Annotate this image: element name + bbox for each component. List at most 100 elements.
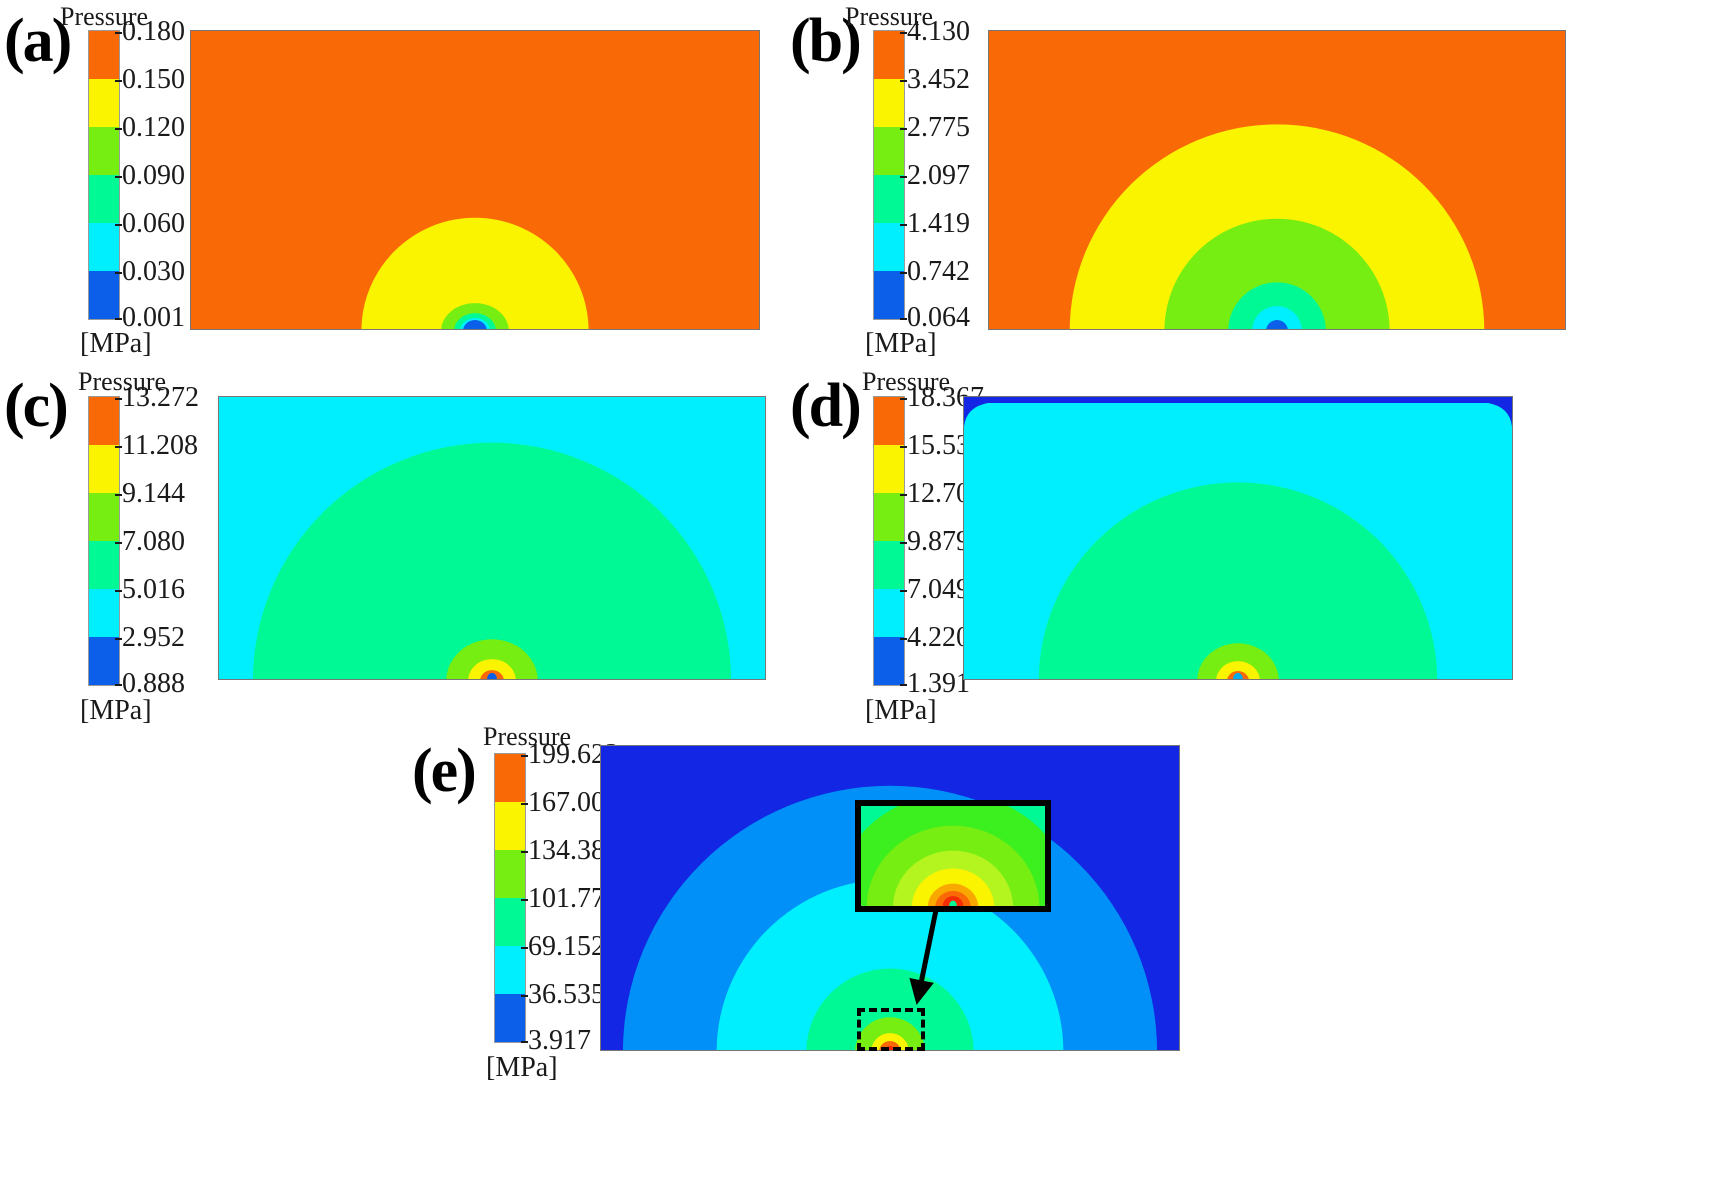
colorbar-tick: 4.220 <box>900 622 970 653</box>
panel-e-colorbar-unit: [MPa] <box>486 1052 558 1083</box>
colorbar-band-cyan <box>89 223 119 271</box>
colorbar-tick: 3.917 <box>521 1025 591 1056</box>
colorbar-band-yellow <box>874 445 904 493</box>
colorbar-band-yellow <box>89 445 119 493</box>
panel-b-contour-plot <box>988 30 1566 330</box>
colorbar-band-cyan <box>495 946 525 994</box>
contour-band-blue <box>1266 320 1288 329</box>
panel-e-letter: (e) <box>412 737 477 805</box>
contour-band-spring-green <box>252 442 732 679</box>
colorbar-band-blue <box>495 994 525 1042</box>
colorbar-tick: 7.049 <box>900 574 970 605</box>
contour-band-yellow <box>361 217 589 329</box>
colorbar-tick: 9.879 <box>900 526 970 557</box>
colorbar-tick: 9.144 <box>115 478 185 509</box>
panel-a-colorbar-title: Pressure <box>60 2 149 31</box>
contour-band-blue-core <box>487 673 497 679</box>
contour-band-cyan <box>1252 306 1302 329</box>
colorbar-tick: 0.030 <box>115 256 185 287</box>
colorbar-tick: 1.419 <box>900 208 970 239</box>
colorbar-tick: 2.952 <box>115 622 185 653</box>
colorbar-tick: 0.150 <box>115 64 185 95</box>
colorbar-band-orange <box>89 31 119 79</box>
panel-a-contour-plot <box>190 30 760 330</box>
colorbar-band-blue <box>874 271 904 319</box>
panel-a-colorbar-gradient <box>88 30 120 320</box>
contour-band-yellow <box>468 659 516 679</box>
panel-e-colorbar-title: Pressure <box>483 722 572 751</box>
panel-b-letter: (b) <box>790 7 862 75</box>
panel-d-contour-plot <box>963 396 1513 680</box>
colorbar-band-spring-green <box>89 541 119 589</box>
colorbar-band-yellow <box>495 802 525 850</box>
colorbar-tick: 5.016 <box>115 574 185 605</box>
colorbar-band-blue <box>874 637 904 685</box>
panel-b-colorbar-unit: [MPa] <box>865 328 937 359</box>
colorbar-tick: 0.180 <box>115 16 185 47</box>
colorbar-band-cyan <box>89 589 119 637</box>
contour-band-spring-green <box>1228 282 1326 329</box>
colorbar-band-green <box>874 127 904 175</box>
colorbar-tick: 11.208 <box>115 430 198 461</box>
magnified-core-inset <box>855 800 1051 912</box>
panel-c-colorbar-gradient <box>88 396 120 686</box>
colorbar-tick: 0.742 <box>900 256 970 287</box>
colorbar-tick: 7.080 <box>115 526 185 557</box>
colorbar-tick: 1.391 <box>900 668 970 699</box>
colorbar-tick: 3.452 <box>900 64 970 95</box>
colorbar-tick: 36.535 <box>521 979 605 1010</box>
colorbar-tick: 0.064 <box>900 302 970 333</box>
panel-c-contour-svg <box>219 397 765 679</box>
panel-b-colorbar-gradient <box>873 30 905 320</box>
colorbar-band-spring-green <box>874 175 904 223</box>
contour-band-cyan <box>716 879 1064 1050</box>
contour-band-spring-green <box>1038 482 1438 679</box>
colorbar-band-yellow <box>89 79 119 127</box>
colorbar-band-spring-green <box>89 175 119 223</box>
colorbar-band-cyan <box>874 223 904 271</box>
panel-a-contour-svg <box>191 31 759 329</box>
colorbar-band-spring-green <box>874 541 904 589</box>
colorbar-band-green <box>874 493 904 541</box>
contour-band-blue <box>463 320 487 329</box>
panel-e-colorbar-gradient <box>494 753 526 1043</box>
panel-d-colorbar-gradient <box>873 396 905 686</box>
colorbar-band-blue <box>89 271 119 319</box>
colorbar-band-orange <box>874 31 904 79</box>
colorbar-band-orange <box>874 397 904 445</box>
colorbar-tick: 0.888 <box>115 668 185 699</box>
panel-a-colorbar-unit: [MPa] <box>80 328 152 359</box>
inset-band-nozzle <box>949 900 957 906</box>
colorbar-tick: 0.090 <box>115 160 185 191</box>
core-region-marker <box>857 1008 925 1051</box>
contour-band-green <box>1164 218 1390 329</box>
panel-a-letter: (a) <box>4 7 72 75</box>
panel-d-contour-svg <box>964 397 1512 679</box>
colorbar-tick: 69.152 <box>521 931 605 962</box>
colorbar-tick: 0.120 <box>115 112 185 143</box>
colorbar-band-green <box>89 127 119 175</box>
colorbar-tick: 13.272 <box>115 382 199 413</box>
colorbar-band-orange <box>495 754 525 802</box>
colorbar-band-green <box>89 493 119 541</box>
panel-b-contour-svg <box>989 31 1565 329</box>
panel-d-letter: (d) <box>790 372 862 440</box>
panel-c-letter: (c) <box>4 372 69 440</box>
contour-band-yellow <box>1216 661 1260 679</box>
panel-d-colorbar-unit: [MPa] <box>865 695 937 726</box>
colorbar-tick: 2.097 <box>900 160 970 191</box>
colorbar-tick: 2.775 <box>900 112 970 143</box>
colorbar-tick: 0.060 <box>115 208 185 239</box>
colorbar-band-spring-green <box>495 898 525 946</box>
panel-b-colorbar-title: Pressure <box>845 2 934 31</box>
colorbar-tick: 0.001 <box>115 302 185 333</box>
colorbar-band-yellow <box>874 79 904 127</box>
inset-contour-svg <box>861 806 1045 906</box>
colorbar-band-orange <box>89 397 119 445</box>
contour-band-blue-core <box>1233 673 1243 679</box>
panel-c-colorbar-title: Pressure <box>78 367 167 396</box>
colorbar-band-green <box>495 850 525 898</box>
panel-d-colorbar-title: Pressure <box>862 367 951 396</box>
panel-c-contour-plot <box>218 396 766 680</box>
panel-c-colorbar-unit: [MPa] <box>80 695 152 726</box>
